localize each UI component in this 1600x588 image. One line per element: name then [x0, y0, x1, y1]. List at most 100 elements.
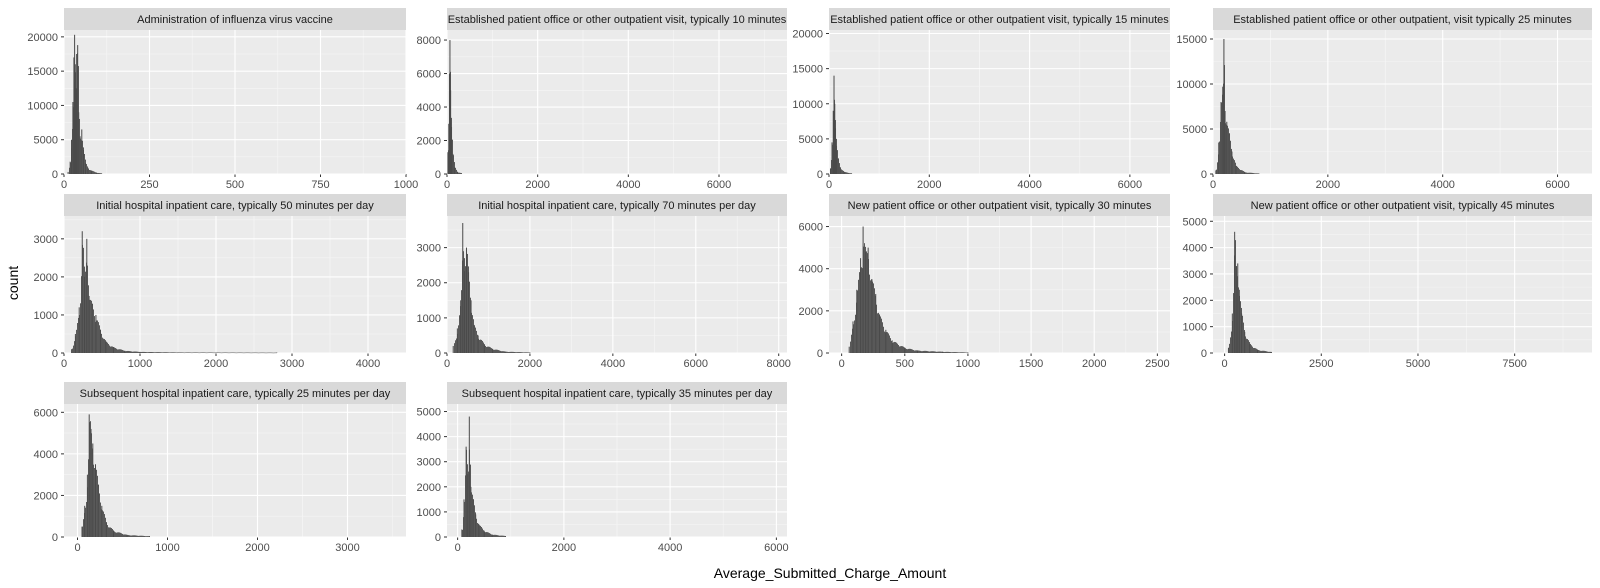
histogram-bar: [885, 329, 887, 353]
histogram-bar: [177, 352, 179, 353]
histogram-bar: [154, 352, 155, 353]
histogram-bar: [271, 352, 272, 354]
histogram-bar: [186, 352, 187, 353]
histogram-bar: [504, 535, 505, 537]
histogram-bar: [203, 352, 204, 353]
histogram-bar: [881, 318, 882, 353]
histogram-bar: [1261, 350, 1262, 353]
histogram-bar: [134, 535, 135, 537]
histogram-bar: [233, 352, 234, 354]
histogram-bar: [114, 347, 115, 353]
x-tick-label: 0: [1222, 358, 1228, 370]
histogram-bar: [525, 352, 526, 353]
histogram-bar: [164, 352, 165, 353]
histogram-bar: [465, 475, 466, 537]
histogram-bar: [206, 352, 207, 354]
histogram-bar: [1254, 347, 1255, 353]
histogram-bar: [483, 344, 485, 353]
histogram-bar: [491, 534, 493, 537]
histogram-bar: [74, 341, 75, 353]
histogram-bar: [190, 352, 191, 354]
x-tick-label: 4000: [1017, 179, 1041, 191]
x-tick-label: 1000: [155, 542, 179, 554]
histogram-bar: [955, 352, 956, 353]
histogram-bar: [136, 535, 137, 537]
histogram-bar: [243, 352, 244, 354]
x-tick-label: 0: [61, 179, 67, 191]
histogram-bar: [118, 532, 119, 537]
histogram-bar: [925, 350, 926, 353]
histogram-bar: [275, 352, 276, 354]
histogram-bar: [481, 526, 482, 537]
histogram-bar: [830, 168, 832, 174]
histogram-bar: [496, 349, 497, 353]
x-tick-label: 500: [226, 179, 244, 191]
facet-title: New patient office or other outpatient v…: [848, 200, 1152, 212]
histogram-bar: [221, 352, 222, 354]
histogram-bar: [461, 173, 463, 174]
x-tick-label: 0: [455, 542, 461, 554]
histogram-bar: [76, 329, 77, 353]
histogram-bar: [848, 346, 850, 353]
histogram-bar: [503, 351, 504, 353]
facet-strip: [64, 8, 406, 30]
histogram-bar: [103, 511, 104, 537]
histogram-bar: [85, 163, 87, 174]
histogram-bar: [155, 352, 156, 353]
y-tick-label: 0: [52, 532, 58, 544]
histogram-bar: [120, 532, 121, 537]
histogram-bar: [101, 333, 102, 353]
histogram-bar: [517, 352, 518, 353]
facet-panel: Established patient office or other outp…: [417, 8, 787, 191]
histogram-bar: [965, 352, 966, 353]
histogram-bar: [224, 352, 225, 354]
histogram-bar: [129, 535, 130, 537]
histogram-bar: [143, 351, 144, 353]
histogram-bar: [896, 342, 897, 353]
histogram-bar: [146, 536, 147, 537]
histogram-bar: [837, 150, 838, 174]
histogram-bar: [470, 486, 472, 537]
histogram-bar: [125, 351, 126, 353]
histogram-bar: [180, 352, 181, 353]
histogram-bar: [488, 346, 489, 353]
y-tick-label: 5000: [417, 407, 441, 419]
histogram-bar: [125, 534, 126, 537]
histogram-bar: [504, 351, 505, 353]
histogram-bar: [507, 351, 508, 353]
histogram-bar: [1263, 350, 1264, 353]
histogram-bar: [67, 171, 69, 174]
histogram-bar: [1270, 351, 1271, 353]
histogram-bar: [873, 283, 874, 353]
histogram-bar: [149, 352, 150, 353]
histogram-bar: [450, 90, 452, 174]
histogram-bar: [953, 352, 954, 353]
histogram-bar: [899, 346, 900, 353]
histogram-bar: [857, 290, 858, 353]
histogram-bar: [1242, 315, 1243, 353]
y-tick-label: 6000: [799, 222, 823, 234]
histogram-bar: [94, 316, 95, 353]
histogram-bar: [496, 534, 497, 537]
y-tick-label: 5000: [34, 135, 58, 147]
histogram-bar: [81, 276, 82, 353]
histogram-bar: [88, 459, 89, 537]
histogram-bar: [842, 170, 843, 174]
y-tick-label: 20000: [27, 32, 58, 44]
histogram-bar: [191, 352, 192, 354]
histogram-bar: [115, 532, 116, 537]
histogram-bar: [74, 333, 76, 353]
histogram-bar: [467, 253, 468, 353]
histogram-bar: [95, 314, 97, 353]
histogram-bar: [143, 535, 144, 537]
histogram-bar: [261, 352, 262, 354]
histogram-bar: [1244, 331, 1246, 353]
histogram-bar: [460, 300, 462, 353]
histogram-bar: [266, 352, 267, 354]
histogram-bar: [878, 312, 879, 353]
histogram-bar: [182, 352, 183, 353]
histogram-bar: [238, 352, 239, 354]
histogram-bar: [159, 352, 160, 353]
histogram-bar: [194, 352, 195, 353]
histogram-bar: [160, 352, 161, 353]
